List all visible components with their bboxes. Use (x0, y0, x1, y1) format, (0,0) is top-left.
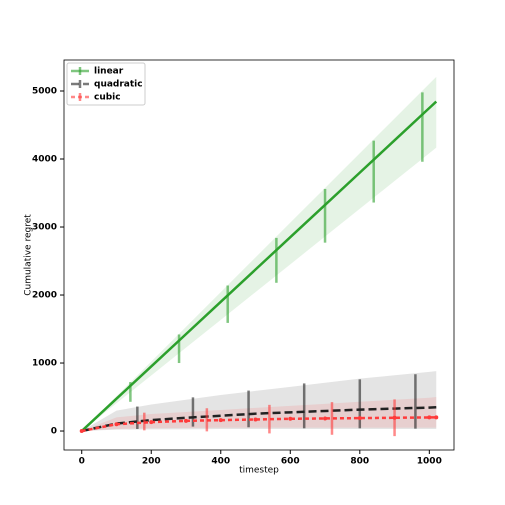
confidence-band (81, 397, 437, 432)
mean-line (80, 100, 438, 432)
x-tick-label: 800 (350, 457, 369, 467)
y-tick-label: 1000 (32, 359, 57, 369)
plot-frame (63, 59, 455, 451)
y-tick-label: 3000 (32, 223, 57, 233)
x-tick-label: 400 (211, 457, 230, 467)
legend-label: linear (94, 67, 124, 77)
y-tick-label: 0 (51, 427, 57, 437)
x-tick-label: 200 (142, 457, 161, 467)
point-marker (218, 418, 223, 423)
x-tick-label: 0 (79, 457, 85, 467)
plot-area (79, 76, 439, 437)
point-marker (184, 418, 189, 423)
y-tick-label: 2000 (32, 291, 57, 301)
point-marker (357, 416, 362, 421)
point-marker (434, 415, 439, 420)
point-marker (253, 417, 258, 422)
y-tick-label: 4000 (32, 155, 57, 165)
confidence-band (81, 76, 437, 432)
point-marker (79, 429, 84, 434)
x-axis-label: timestep (239, 466, 279, 476)
legend-label: quadratic (94, 80, 143, 90)
confidence-band (81, 371, 437, 432)
y-axis-label: Cumulative regret (24, 214, 34, 296)
y-tick-label: 5000 (32, 87, 57, 97)
point-marker (114, 422, 119, 427)
legend-label: cubic (94, 93, 121, 103)
x-tick-label: 600 (281, 457, 300, 467)
point-marker (427, 415, 432, 420)
x-tick-label: 1000 (417, 457, 442, 467)
legend: linear quadratic cubic (66, 62, 146, 106)
point-marker (323, 416, 328, 421)
point-marker (288, 416, 293, 421)
point-marker (149, 420, 154, 425)
legend-box (66, 62, 146, 106)
